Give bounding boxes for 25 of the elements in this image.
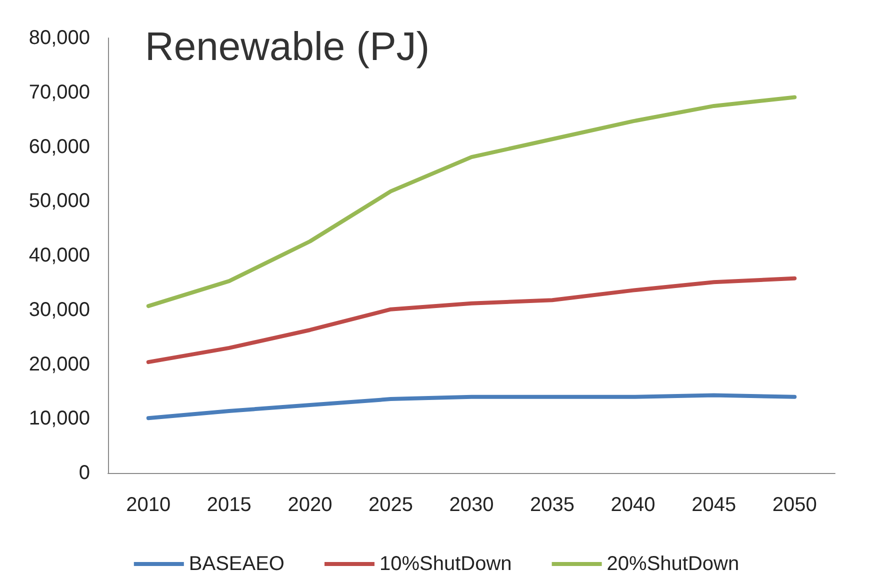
- x-tick-label: 2025: [368, 494, 413, 516]
- y-tick-label: 70,000: [28, 81, 90, 104]
- x-tick-label: 2030: [449, 494, 494, 516]
- x-tick-label: 2040: [610, 494, 656, 516]
- x-tick-label: 2035: [530, 494, 575, 516]
- x-tick-label: 2015: [206, 494, 252, 516]
- line-series: [146, 95, 797, 308]
- chart-title: Renewable (PJ): [145, 25, 430, 69]
- y-tick-label: 0: [78, 462, 90, 484]
- x-tick-label: 2020: [288, 494, 332, 516]
- y-tick-label: 10,000: [28, 408, 90, 430]
- y-tick-label: 20,000: [28, 353, 90, 376]
- y-tick-label: 80,000: [28, 27, 90, 49]
- legend-label: BASEAEO: [188, 553, 285, 575]
- y-tick-label: 30,000: [28, 298, 90, 321]
- x-tick-label: 2050: [772, 494, 817, 516]
- legend-label: 20%ShutDown: [606, 553, 740, 575]
- y-tick-label: 40,000: [28, 244, 90, 266]
- x-tick-label: 2045: [692, 494, 736, 516]
- legend-label: 10%ShutDown: [379, 553, 512, 575]
- y-tick-label: 60,000: [28, 136, 90, 158]
- y-tick-label: 50,000: [28, 190, 90, 212]
- x-tick-label: 2010: [126, 494, 171, 516]
- line-series: [146, 393, 797, 420]
- line-series: [146, 276, 797, 364]
